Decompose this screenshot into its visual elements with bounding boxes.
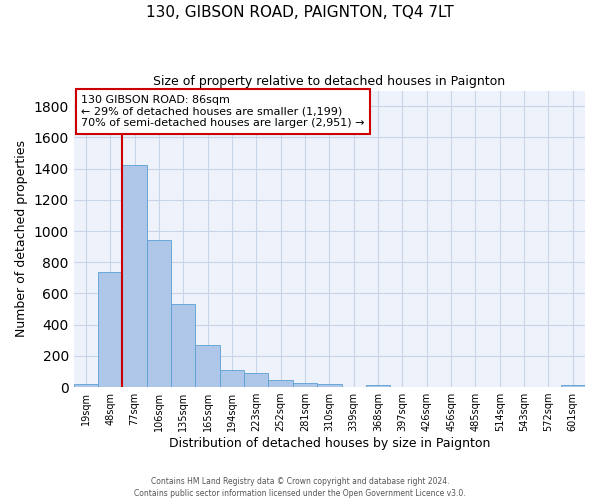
- Bar: [293, 383, 317, 387]
- Bar: [366, 385, 390, 387]
- Bar: [147, 240, 171, 387]
- Bar: [98, 272, 122, 387]
- Bar: [196, 345, 220, 387]
- Bar: [122, 164, 147, 387]
- Bar: [244, 372, 268, 387]
- Text: 130, GIBSON ROAD, PAIGNTON, TQ4 7LT: 130, GIBSON ROAD, PAIGNTON, TQ4 7LT: [146, 5, 454, 20]
- X-axis label: Distribution of detached houses by size in Paignton: Distribution of detached houses by size …: [169, 437, 490, 450]
- Bar: [268, 380, 293, 387]
- Text: Contains HM Land Registry data © Crown copyright and database right 2024.
Contai: Contains HM Land Registry data © Crown c…: [134, 476, 466, 498]
- Bar: [317, 384, 341, 387]
- Bar: [560, 385, 585, 387]
- Title: Size of property relative to detached houses in Paignton: Size of property relative to detached ho…: [153, 75, 505, 88]
- Text: 130 GIBSON ROAD: 86sqm
← 29% of detached houses are smaller (1,199)
70% of semi-: 130 GIBSON ROAD: 86sqm ← 29% of detached…: [82, 95, 365, 128]
- Y-axis label: Number of detached properties: Number of detached properties: [15, 140, 28, 338]
- Bar: [171, 304, 196, 387]
- Bar: [220, 370, 244, 387]
- Bar: [74, 384, 98, 387]
